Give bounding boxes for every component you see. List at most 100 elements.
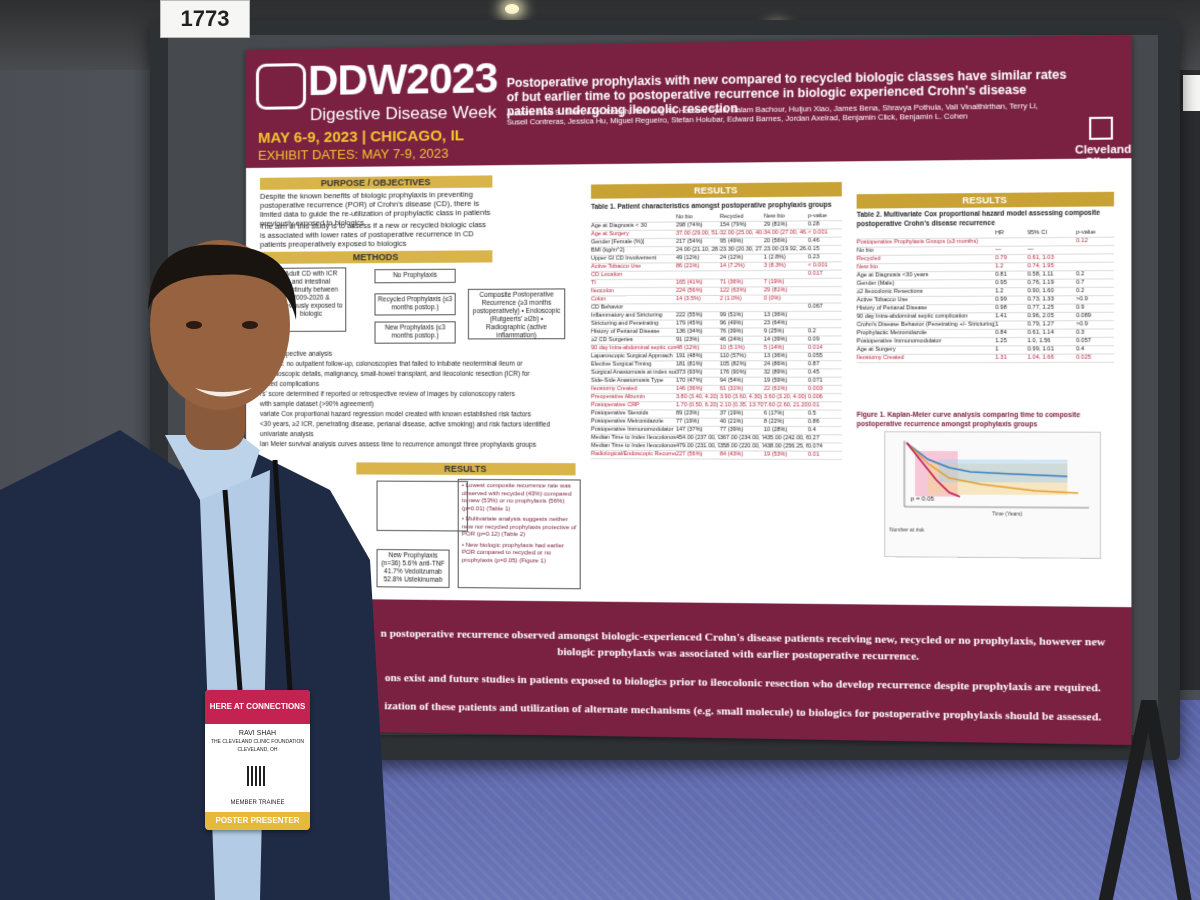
table-cell: 170 (47%)	[676, 377, 703, 384]
table-cell: 479.00 (231.00, 969.50)	[676, 443, 720, 450]
table-cell: Preoperative Albumin	[591, 394, 646, 401]
table-cell: 165 (41%)	[676, 279, 703, 286]
table-cell: 20 (56%)	[763, 237, 788, 245]
table-cell: Postoperative Immunomodulator	[856, 338, 942, 345]
table-cell: 14 (39%)	[763, 336, 788, 343]
table-cell: Age at Surgery	[856, 346, 896, 353]
table-row: Side-Side Anastomosis Type 170 (47%) 94 (5…	[591, 377, 842, 386]
table-cell: 0.12	[1076, 237, 1088, 245]
table-cell: Postoperative Prophylaxis Groups (≤3 mon…	[856, 238, 979, 246]
table-cell: 367.00 (234.00, 782.00)	[719, 435, 764, 442]
table-cell: 179 (45%)	[676, 320, 703, 327]
table-cell: 34.00 (27.00, 46.25)	[763, 229, 809, 237]
table2-title: Table 2. Multivariate Cox proportional h…	[856, 209, 1101, 229]
table-cell: 0.79	[995, 255, 1007, 262]
table-cell: 0.15	[808, 245, 820, 253]
table-cell: ≥2 CD Surgeries	[591, 336, 634, 344]
table-cell: 13 (36%)	[763, 311, 788, 319]
table-cell: 0.071	[808, 377, 823, 384]
table-cell: 1.25	[995, 338, 1007, 345]
table-cell: < 0.001	[808, 229, 828, 236]
table-cell: p-value	[1076, 229, 1096, 236]
badge-name: RAVI SHAH THE CLEVELAND CLINIC FOUNDATIO…	[205, 730, 310, 754]
table-row: Preoperative Albumin 3.80 (3.40, 4.20) 3.9…	[591, 394, 842, 403]
table-cell: >0.9	[1076, 321, 1088, 328]
table-cell: 0.23	[808, 254, 820, 261]
table2: HR 95% CI p-value Postoperative Prophylaxis…	[856, 229, 1115, 364]
table-cell: 10 (28%)	[763, 426, 788, 434]
table-cell: 217 (54%)	[676, 238, 703, 245]
table-cell: History of Perianal Disease	[856, 305, 928, 312]
table-cell: Colon	[591, 296, 606, 303]
table-cell: —	[1027, 246, 1034, 253]
table-cell: 136 (34%)	[676, 328, 703, 335]
table-cell: Postoperative CRP	[591, 402, 640, 409]
table-cell: Elective Surgical Timing	[591, 361, 652, 368]
table-cell: 24 (12%)	[719, 254, 744, 262]
table-cell: 0.99, 1.01	[1027, 346, 1054, 353]
table-cell: 1.0, 1.56	[1027, 337, 1051, 345]
table-cell: Upper GI CD Involvement	[591, 255, 657, 262]
table-cell: 0.025	[1076, 354, 1092, 361]
table-cell: Radiological/Endoscopic Recurrence	[591, 451, 677, 458]
table-cell	[676, 304, 720, 311]
table-cell: 0.017	[808, 270, 823, 277]
table-cell: 1.70 (0.50, 6.20)	[676, 402, 719, 409]
table-cell: 1.41	[995, 313, 1007, 320]
table-cell: 1.2	[995, 288, 1004, 295]
table-cell: 1.04, 1.66	[1027, 354, 1054, 361]
table-cell: 94 (54%)	[719, 377, 744, 384]
table-cell: 224 (56%)	[676, 287, 703, 294]
table-cell: Stricturing and Penetrating	[591, 320, 659, 327]
table-cell: 0.61, 1.14	[1027, 329, 1054, 336]
table-cell: 0.3	[1076, 329, 1085, 336]
table-cell: 76 (39%)	[719, 328, 744, 335]
results-points-box: • Lowest composite recurrence rate was o…	[457, 478, 581, 590]
table-cell: 358.00 (220.00, 782.00)	[719, 443, 764, 450]
table-row: Postoperative CRP 1.70 (0.50, 6.20) 2.10 (…	[591, 402, 842, 411]
clinic-cross-icon	[1089, 116, 1113, 140]
table-cell: 96 (49%)	[719, 320, 744, 327]
table-cell: 23.00 (19.92, 26.85)	[763, 246, 809, 253]
table-cell: Median Time to Index Ileocolonoscopy or …	[591, 442, 677, 450]
badge-role: MEMBER TRAINEE	[230, 800, 285, 806]
table-cell	[857, 230, 996, 238]
badge-organization: THE CLEVELAND CLINIC FOUNDATION CLEVELAN…	[211, 739, 304, 753]
table-cell: 176 (90%)	[719, 369, 747, 376]
conference-dates: MAY 6-9, 2023 | CHICAGO, IL	[257, 127, 465, 147]
table-cell: 3.60 (3.20, 4.00)	[763, 394, 807, 401]
table-cell: 3.90 (3.60, 4.30)	[719, 394, 763, 401]
table-cell: Postoperative Metronidazole	[591, 418, 664, 425]
table-cell: 0.2	[1076, 287, 1085, 295]
table-cell	[764, 304, 808, 311]
table-cell: 71 (36%)	[719, 279, 744, 286]
table-cell: 95 (49%)	[719, 238, 744, 245]
table-cell	[720, 271, 764, 278]
table-cell: Crohn's Disease Behavior (Penetrating +/…	[856, 321, 996, 329]
table-cell: Gender [Female (%)]	[591, 239, 645, 246]
table-cell: 14 (3.5%)	[676, 295, 701, 303]
table-cell: 0.86	[808, 418, 820, 425]
table-cell: BMI (kg/m^2)	[591, 247, 625, 254]
table-cell: 0.27	[808, 435, 820, 442]
km-ci-band-recycled	[938, 459, 1068, 483]
table-cell: 5 (14%)	[763, 344, 785, 352]
adjacent-booth-number	[1183, 75, 1200, 111]
lanyard-strap	[272, 459, 293, 691]
table-cell: 77 (39%)	[719, 426, 744, 434]
table-cell	[591, 214, 676, 222]
table-cell: 37.00 (29.00, 51.00)	[676, 230, 720, 237]
table-cell: 0.73, 1.33	[1027, 296, 1054, 303]
presenter-jacket	[0, 430, 390, 900]
booth-number-sign: 1773	[160, 0, 250, 38]
lanyard-strap	[222, 489, 243, 691]
table-cell: 84 (43%)	[719, 451, 744, 458]
table-cell: 77 (19%)	[676, 418, 700, 425]
table-cell: 61 (31%)	[719, 385, 744, 393]
poster-header: DDW2023 Digestive Disease Week MAY 6-9, …	[246, 34, 1132, 169]
ceiling-light	[505, 4, 519, 14]
table-cell: 227 (56%)	[676, 451, 703, 458]
table-cell: 3.80 (3.40, 4.20)	[676, 394, 719, 401]
table-cell: No bio	[676, 214, 693, 221]
table-cell: 10 (5.1%)	[719, 344, 745, 352]
